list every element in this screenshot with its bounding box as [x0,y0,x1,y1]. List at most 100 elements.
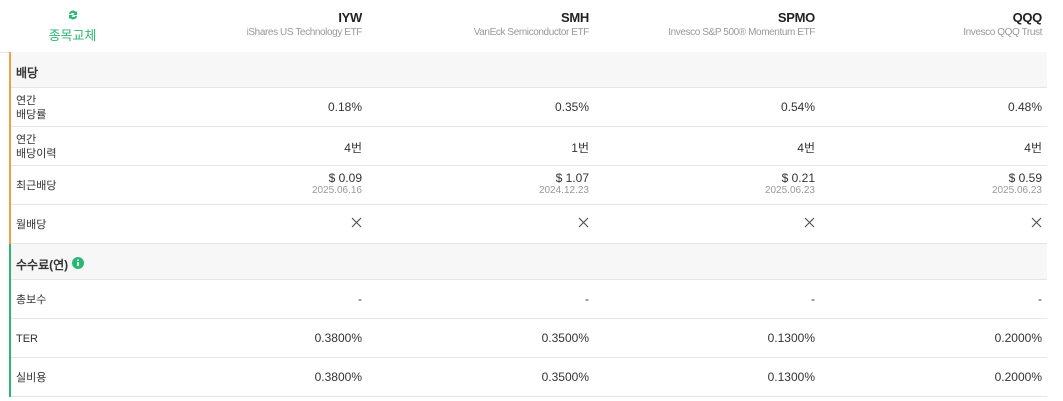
ticker: SMH [561,10,589,25]
value-cell: 4번 [593,139,815,156]
amount: $ 1.07 [555,171,589,185]
table-row: TER 0.3800% 0.3500% 0.1300% 0.2000% [10,319,1047,358]
row-label: 연간 배당이력 [16,133,57,160]
value-cell [820,217,1042,231]
table-row: 연간 배당률 0.18% 0.35% 0.54% 0.48% [10,88,1047,127]
row-label: 총보수 [16,293,47,306]
value-cell: $ 1.07 2024.12.23 [367,171,589,196]
amount: $ 0.21 [781,171,815,185]
value: 0.54% [780,100,815,114]
ticker: QQQ [1012,10,1043,25]
value: 1번 [571,141,589,155]
value-cell: 1번 [367,139,589,156]
row-label: 실비용 [16,371,47,384]
value: 0.35% [554,100,589,114]
section-bar [9,52,11,244]
value: 0.18% [327,100,362,114]
section-header: 수수료(연) [10,244,1047,280]
info-icon[interactable] [72,257,85,272]
value-cell: 0.48% [820,100,1042,114]
value-cell: 0.2000% [820,370,1042,384]
value-cell: 4번 [820,139,1042,156]
date: 2025.06.23 [764,185,815,196]
fund-name: Invesco QQQ Trust [963,27,1042,38]
section-title-text: 배당 [16,66,39,80]
section-title: 수수료(연) [16,256,85,273]
section-header: 배당 [10,52,1047,88]
table-row: 총보수 - - - - [10,280,1047,319]
value-cell: - [820,292,1042,306]
fund-header[interactable]: SPMO Invesco S&P 500® Momentum ETF [593,10,815,38]
value-cell: $ 0.21 2025.06.23 [593,171,815,196]
value: - [1038,292,1042,306]
value-cell: - [593,292,815,306]
value: 0.2000% [994,331,1042,345]
value: 0.3500% [541,331,589,345]
swap-button[interactable]: 종목교체 [20,8,125,44]
date: 2025.06.23 [991,185,1042,196]
value: 4번 [797,141,815,155]
value-cell: 0.3800% [140,331,362,345]
fund-name: Invesco S&P 500® Momentum ETF [668,27,815,38]
ticker: SPMO [777,10,815,25]
amount: $ 0.59 [1008,171,1042,185]
section-title: 배당 [16,64,38,81]
date: 2025.06.16 [311,185,362,196]
value-cell: $ 0.59 2025.06.23 [820,171,1042,196]
value-cell: 0.35% [367,100,589,114]
value: 0.3800% [314,331,362,345]
value: 0.3500% [541,370,589,384]
fund-header[interactable]: QQQ Invesco QQQ Trust [820,10,1042,38]
table-row: 최근배당 $ 0.09 2025.06.16 $ 1.07 2024.12.23 $ 0.… [10,166,1047,205]
value-cell [593,217,815,231]
amount: $ 0.09 [328,171,362,185]
value-cell: 0.18% [140,100,362,114]
value-cell [140,217,362,231]
value: 0.1300% [767,370,815,384]
value: 4번 [1024,141,1042,155]
value: - [585,292,589,306]
section-title-text: 수수료(연) [16,258,69,272]
header: 종목교체 IYW iShares US Technology ETF SMH VanE… [0,0,1047,53]
value-cell: 0.3500% [367,331,589,345]
table-row: 월배당 [10,205,1047,244]
value-cell: 0.2000% [820,331,1042,345]
value-cell [367,217,589,231]
no-icon [820,217,1042,231]
no-icon [367,217,589,231]
row-label: 연간 배당률 [16,94,47,121]
value-cell: 0.3800% [140,370,362,384]
value-cell: - [367,292,589,306]
row-label: 최근배당 [16,179,57,192]
ticker: IYW [338,10,362,25]
fund-header[interactable]: IYW iShares US Technology ETF [140,10,363,38]
row-label: TER [16,332,38,345]
fund-name: VanEck Semiconductor ETF [473,27,590,38]
value: 0.1300% [767,331,815,345]
value: 0.48% [1007,100,1042,114]
table-row: 실비용 0.3800% 0.3500% 0.1300% 0.2000% [10,358,1047,397]
value-cell: 0.3500% [367,370,589,384]
value: - [811,292,815,306]
value-cell: 0.1300% [593,331,815,345]
fund-header[interactable]: SMH VanEck Semiconductor ETF [367,10,590,38]
value: 4번 [344,141,362,155]
fund-name: iShares US Technology ETF [246,27,363,38]
row-label: 월배당 [16,218,47,231]
date: 2024.12.23 [538,185,589,196]
value: 0.2000% [994,370,1042,384]
section-bar [9,244,11,397]
no-icon [140,217,362,231]
no-icon [593,217,815,231]
swap-label: 종목교체 [48,28,97,43]
value-cell: 0.1300% [593,370,815,384]
value-cell: 4번 [140,139,362,156]
value: 0.3800% [314,370,362,384]
value-cell: - [140,292,362,306]
refresh-icon [68,10,77,20]
value-cell: $ 0.09 2025.06.16 [140,171,362,196]
table-row: 연간 배당이력 4번 1번 4번 4번 [10,127,1047,166]
value: - [358,292,362,306]
value-cell: 0.54% [593,100,815,114]
